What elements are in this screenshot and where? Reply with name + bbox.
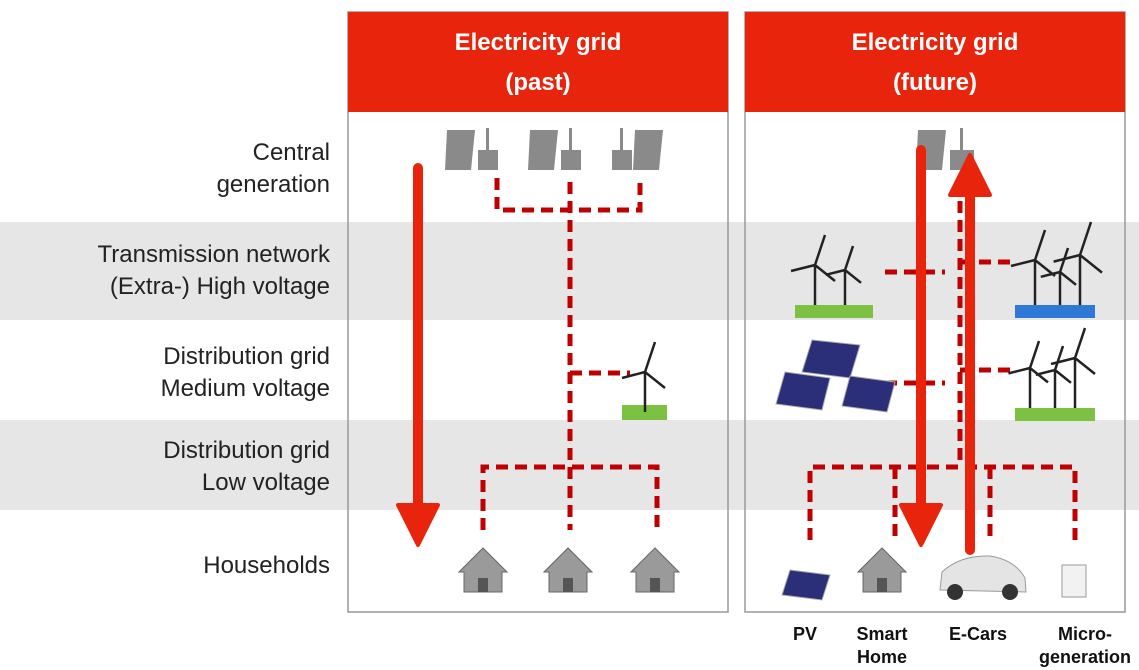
wind-turbine bbox=[621, 341, 667, 420]
grid-line bbox=[480, 178, 660, 530]
wind-turbines bbox=[790, 221, 1103, 413]
wind-turbine bbox=[1053, 221, 1103, 310]
power-plants bbox=[445, 128, 663, 170]
panel-title: (past) bbox=[505, 69, 570, 96]
arrow-head bbox=[948, 153, 992, 197]
panel-title: (future) bbox=[893, 69, 977, 96]
labels: Electricity grid (past) Electricity grid (f… bbox=[97, 29, 1131, 667]
wind-turbine bbox=[1035, 345, 1072, 410]
device-label: generation bbox=[1039, 647, 1131, 667]
row-label: (Extra-) High voltage bbox=[110, 273, 330, 300]
wind-turbine bbox=[1050, 327, 1096, 408]
water bbox=[1015, 305, 1095, 318]
row-label: generation bbox=[217, 171, 330, 198]
row-label: Distribution grid bbox=[163, 437, 330, 464]
device-label: Micro- bbox=[1058, 624, 1112, 644]
arrow-head bbox=[396, 503, 440, 547]
panel-header bbox=[745, 12, 1125, 112]
device-label: E-Cars bbox=[949, 624, 1007, 644]
row-label: Central bbox=[253, 139, 330, 166]
door bbox=[478, 578, 488, 592]
house bbox=[629, 547, 681, 593]
wind-turbine bbox=[1010, 229, 1056, 310]
wind-turbine bbox=[790, 234, 836, 315]
door bbox=[563, 578, 573, 592]
wind-turbine bbox=[1008, 340, 1049, 413]
house bbox=[542, 547, 594, 593]
door bbox=[877, 578, 887, 592]
device-label: PV bbox=[793, 624, 817, 644]
solar-panels bbox=[775, 339, 896, 601]
row-label: Low voltage bbox=[202, 469, 330, 496]
house bbox=[457, 547, 509, 593]
device-label: Smart bbox=[856, 624, 907, 644]
e-car bbox=[939, 555, 1027, 600]
houses bbox=[457, 547, 908, 593]
row-label: Transmission network bbox=[97, 241, 331, 268]
row-label: Households bbox=[203, 552, 330, 579]
door bbox=[650, 578, 660, 592]
row-label: Medium voltage bbox=[161, 375, 330, 402]
grid-line bbox=[807, 182, 1078, 540]
micro-generator bbox=[1061, 564, 1087, 598]
wind-turbine bbox=[825, 245, 862, 310]
row-label: Distribution grid bbox=[163, 343, 330, 370]
arrow-head bbox=[899, 503, 943, 547]
device-label: Home bbox=[857, 647, 907, 667]
panel-title: Electricity grid bbox=[852, 29, 1019, 56]
panel-header bbox=[348, 12, 728, 112]
panel-title: Electricity grid bbox=[455, 29, 622, 56]
grass bbox=[1015, 408, 1095, 421]
grass bbox=[795, 305, 873, 318]
house bbox=[856, 547, 908, 593]
